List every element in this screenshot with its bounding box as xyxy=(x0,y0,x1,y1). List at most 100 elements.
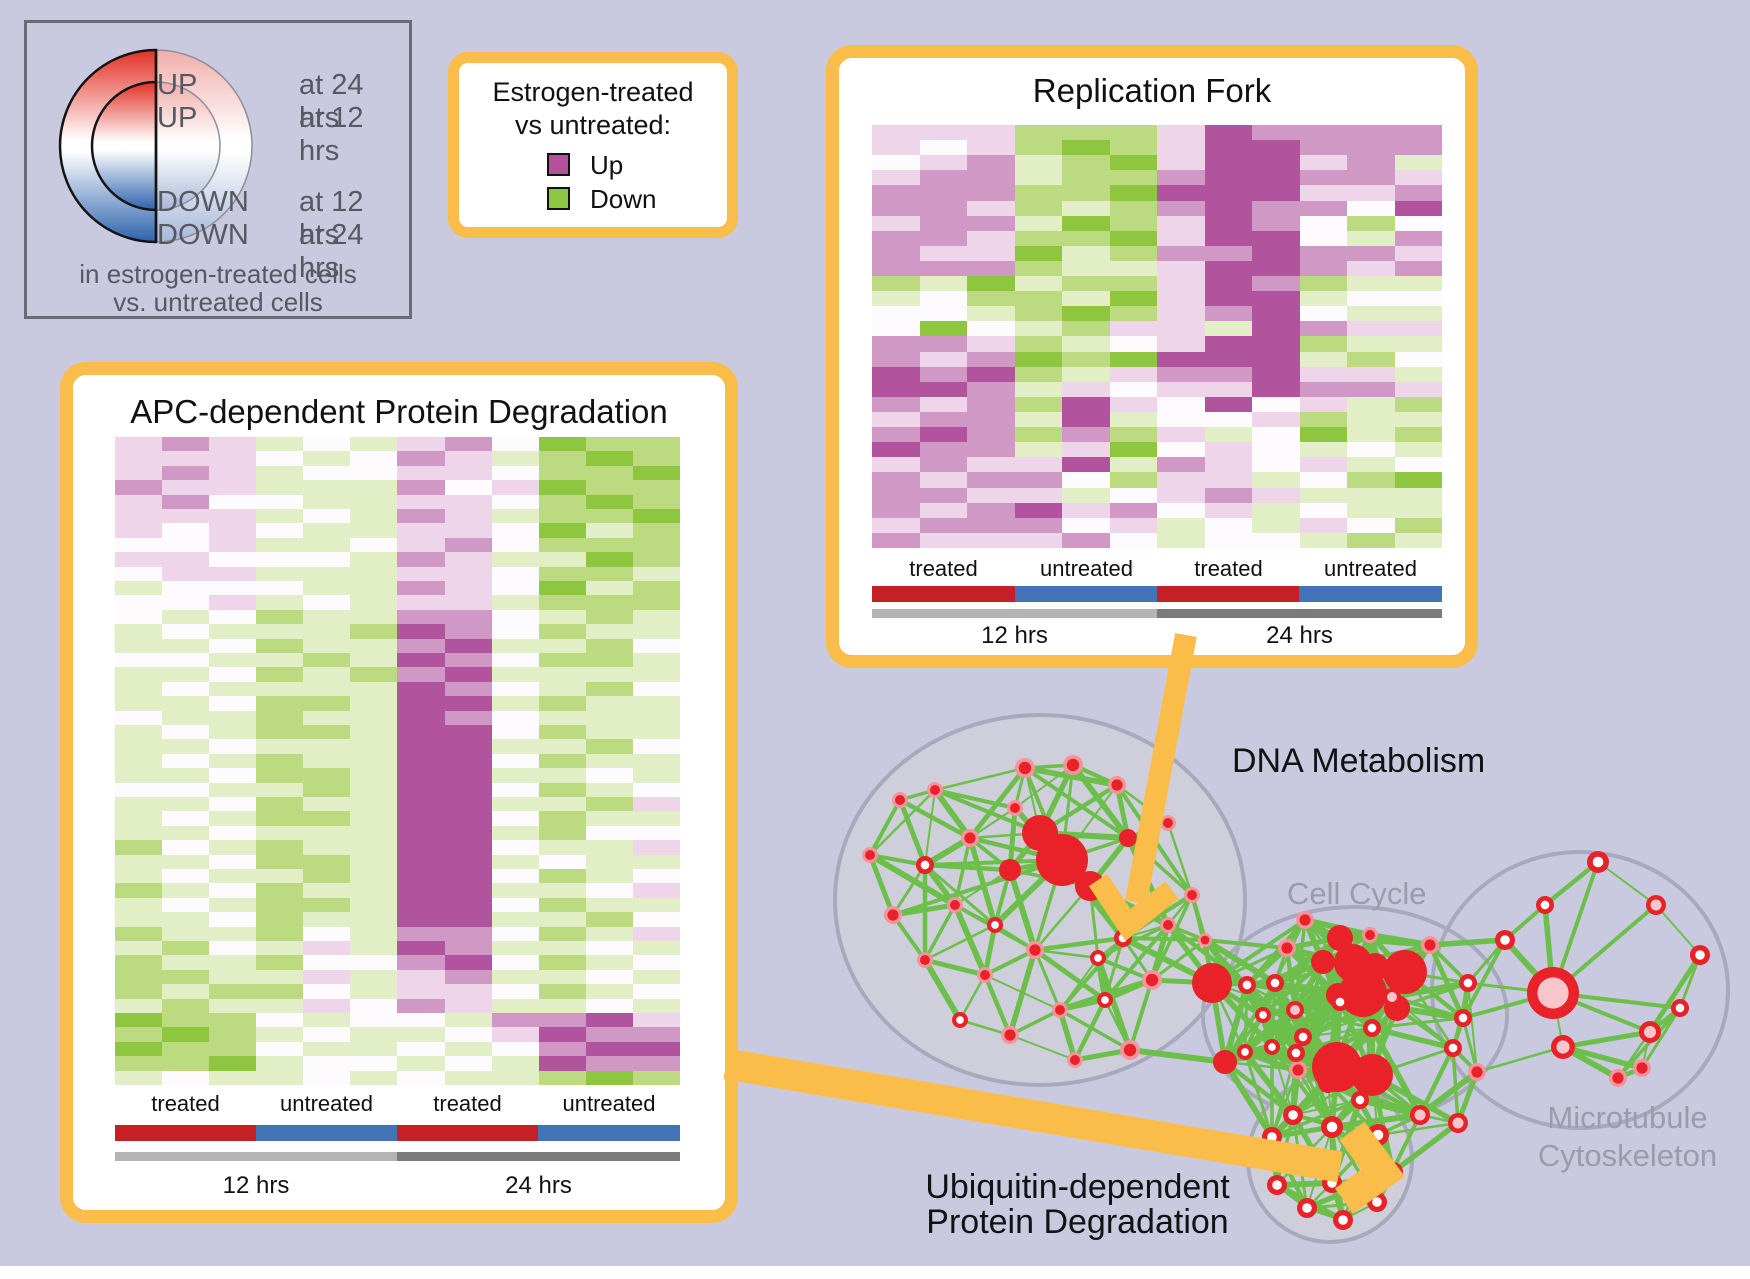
network-edge xyxy=(923,904,957,961)
heatmap-cell xyxy=(585,984,633,999)
updown-row-time: at 12 hrs xyxy=(299,102,364,167)
heatmap-cell xyxy=(585,753,633,769)
heatmap-cell xyxy=(350,566,398,581)
network-node-core xyxy=(887,909,899,921)
heatmap-cell xyxy=(632,638,680,653)
heatmap-cell xyxy=(1394,260,1442,277)
heatmap-cell xyxy=(350,796,398,812)
heatmap-cell xyxy=(162,739,210,754)
heatmap-cell xyxy=(1062,517,1110,533)
heatmap-cell xyxy=(1252,170,1300,186)
network-node-core xyxy=(1612,1072,1624,1084)
heatmap-cell xyxy=(632,451,680,466)
heatmap-cell xyxy=(585,624,633,639)
heatmap-cell xyxy=(872,517,920,533)
heatmap-cell xyxy=(256,552,304,567)
heatmap-cell xyxy=(1252,427,1300,443)
heatmap-cell xyxy=(967,125,1015,141)
heatmap-cell xyxy=(444,638,492,653)
treated-bar xyxy=(872,586,1015,602)
heatmap-cell xyxy=(303,724,351,740)
network-edge xyxy=(1243,1007,1297,1055)
heatmap-cell xyxy=(1204,442,1252,458)
heatmap-cell xyxy=(1394,170,1442,186)
heatmap-cell xyxy=(1347,245,1395,261)
network-edge xyxy=(967,837,998,926)
heatmap-cell xyxy=(115,1056,163,1071)
updown-circle-diagram xyxy=(58,48,253,244)
heatmap-cell xyxy=(350,1056,398,1071)
heatmap-cell xyxy=(1062,457,1110,473)
heatmap-cell xyxy=(162,437,210,452)
heatmap-cell xyxy=(303,912,351,927)
heatmap-cell xyxy=(162,1041,210,1057)
heatmap-cell xyxy=(256,681,304,697)
heatmap-cell xyxy=(632,796,680,812)
heatmap-cell xyxy=(162,825,210,841)
heatmap-cell xyxy=(444,796,492,812)
heatmap-cell xyxy=(115,897,163,913)
heatmap-cell xyxy=(444,523,492,538)
heatmap-cell xyxy=(1109,412,1157,428)
heatmap-cell xyxy=(303,480,351,495)
heatmap-cell xyxy=(1299,457,1347,473)
heatmap-cell xyxy=(967,487,1015,503)
untreated-bar xyxy=(256,1125,397,1141)
heatmap-cell xyxy=(256,984,304,999)
heatmap-cell xyxy=(872,366,920,382)
heatmap-cell xyxy=(1252,185,1300,201)
heatmap-cell xyxy=(397,1012,445,1028)
network-edge xyxy=(1009,1034,1076,1061)
heatmap-cell xyxy=(1157,427,1205,443)
callout-arrow-shaft-0 xyxy=(1125,632,1197,905)
heatmap-cell xyxy=(538,912,586,927)
heatmap-cell xyxy=(538,652,586,668)
heatmap-cell xyxy=(919,245,967,261)
network-edge xyxy=(1292,1099,1361,1116)
heatmap-cell xyxy=(538,840,586,855)
heatmap-cell xyxy=(1157,230,1205,246)
network-node-core xyxy=(1288,1110,1298,1120)
heatmap-cell xyxy=(350,955,398,970)
heatmap-cell xyxy=(1252,125,1300,141)
heatmap-cell xyxy=(632,652,680,668)
heatmap-cell xyxy=(444,696,492,711)
heatmap-cell xyxy=(1157,321,1205,337)
heatmap-cell xyxy=(491,580,539,596)
heatmap-cell xyxy=(1062,366,1110,382)
heatmap-cell xyxy=(1204,185,1252,201)
heatmap-cell xyxy=(1157,125,1205,141)
heatmap-cell xyxy=(444,1041,492,1057)
heatmap-cell xyxy=(1204,487,1252,503)
heatmap-cell xyxy=(967,230,1015,246)
heatmap-cell xyxy=(967,457,1015,473)
heatmap-cell xyxy=(1014,381,1062,397)
heatmap-cell xyxy=(919,215,967,231)
heatmap-cell xyxy=(397,926,445,941)
heatmap-cell xyxy=(256,1056,304,1071)
heatmap-cell xyxy=(919,276,967,292)
heatmap-cell xyxy=(162,523,210,538)
heatmap-cell xyxy=(115,969,163,985)
heatmap-cell xyxy=(1347,291,1395,307)
heatmap-cell xyxy=(1394,140,1442,156)
heatmap-cell xyxy=(967,412,1015,428)
heatmap-cell xyxy=(872,412,920,428)
network-edge xyxy=(898,798,972,840)
heatmap-cell xyxy=(491,624,539,639)
heatmap-cell xyxy=(162,868,210,884)
network-node-solid xyxy=(1213,1050,1237,1074)
network-node-core xyxy=(1302,1203,1312,1213)
heatmap-cell xyxy=(350,768,398,783)
heatmap-cell xyxy=(115,523,163,538)
heatmap-cell xyxy=(632,537,680,553)
heatmap-cell xyxy=(115,609,163,625)
heatmap-cell xyxy=(538,984,586,999)
heatmap-cell xyxy=(444,739,492,754)
network-edge xyxy=(1476,1045,1564,1074)
network-node-core xyxy=(1424,939,1436,951)
network-node-core xyxy=(1643,1025,1657,1039)
heatmap-cell xyxy=(256,969,304,985)
heatmap-cell xyxy=(209,969,257,985)
network-edge xyxy=(1070,763,1131,840)
